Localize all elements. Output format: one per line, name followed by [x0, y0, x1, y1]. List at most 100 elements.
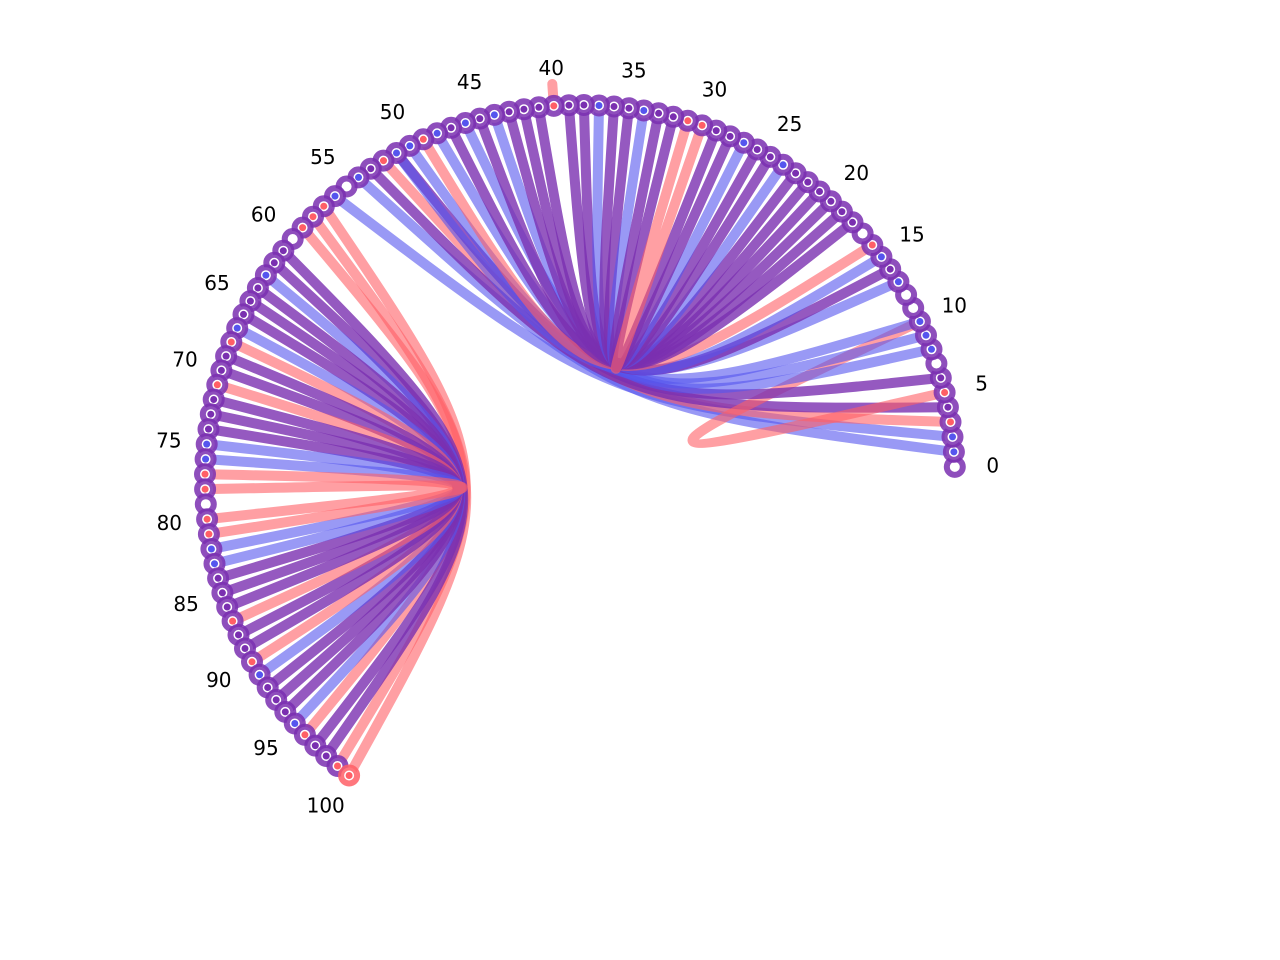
node-dot-67 — [233, 324, 241, 332]
node-dot-47 — [447, 124, 455, 132]
node-dot-70 — [217, 366, 225, 374]
node-dot-14 — [886, 265, 894, 273]
node-dot-4 — [944, 403, 952, 411]
node-dot-86 — [223, 603, 231, 611]
node-dot-66 — [240, 310, 247, 318]
node-dot-13 — [894, 278, 902, 286]
node-dot-10 — [916, 318, 924, 325]
tick-label-85: 85 — [173, 592, 198, 616]
node-dot-50 — [406, 142, 414, 150]
node-dot-40 — [550, 102, 558, 110]
node-dot-35 — [625, 104, 633, 112]
node-dot-8 — [928, 345, 935, 353]
node-dot-92 — [264, 684, 272, 691]
node-dot-33 — [655, 109, 663, 117]
node-dot-94 — [281, 708, 289, 716]
tick-label-55: 55 — [310, 145, 335, 169]
node-dot-42 — [520, 105, 528, 113]
tick-label-95: 95 — [253, 736, 278, 760]
node-dot-2 — [949, 433, 956, 441]
tick-label-20: 20 — [844, 161, 869, 185]
node-dot-74 — [205, 425, 212, 433]
node-dot-15 — [877, 253, 885, 261]
node-dot-78 — [201, 485, 209, 493]
node-dot-77 — [201, 470, 209, 478]
links-layer — [200, 78, 959, 781]
node-dot-3 — [947, 418, 954, 426]
node-dot-9 — [922, 331, 930, 339]
node-dot-51 — [393, 149, 400, 157]
tick-label-70: 70 — [172, 347, 197, 371]
node-dot-28 — [726, 132, 734, 140]
node-dot-27 — [740, 139, 748, 147]
nodes-layer — [194, 94, 966, 787]
node-dot-65 — [246, 297, 254, 305]
node-dot-96 — [301, 731, 309, 739]
tick-labels: 0 5 10 15 20 25 30 35 40 45 50 55 60 65 70 75 80 85 90 95 10… — [156, 56, 999, 817]
node-dot-38 — [580, 101, 588, 109]
node-dot-32 — [669, 113, 677, 121]
node-dot-56 — [331, 192, 339, 200]
node-dot-84 — [214, 574, 222, 582]
node-dot-59 — [299, 224, 307, 232]
node-dot-93 — [272, 696, 280, 704]
node-dot-24 — [779, 161, 787, 169]
node-dot-62 — [270, 259, 278, 267]
node-dot-91 — [256, 671, 264, 679]
node-dot-44 — [490, 111, 498, 119]
tick-label-0: 0 — [986, 454, 999, 478]
node-dot-71 — [213, 381, 221, 389]
node-dot-75 — [203, 440, 211, 448]
link-78-80 — [200, 480, 468, 525]
tick-label-40: 40 — [538, 56, 563, 80]
node-dot-95 — [291, 720, 299, 727]
node-dot-22 — [804, 178, 812, 186]
node-dot-80 — [203, 515, 211, 523]
node-dot-23 — [792, 169, 800, 177]
node-dot-49 — [419, 135, 427, 143]
node-dot-39 — [565, 101, 573, 109]
link-30-31 — [610, 115, 708, 374]
tick-label-45: 45 — [457, 70, 482, 94]
node-dot-97 — [311, 742, 319, 750]
node-dot-98 — [322, 752, 330, 760]
tick-label-25: 25 — [777, 112, 802, 136]
node-dot-64 — [254, 284, 262, 292]
tick-label-15: 15 — [899, 222, 924, 246]
node-dot-90 — [248, 658, 256, 666]
node-dot-58 — [309, 213, 317, 221]
node-dot-45 — [476, 115, 484, 123]
node-dot-83 — [211, 560, 218, 568]
node-dot-25 — [766, 153, 774, 161]
node-dot-69 — [222, 352, 230, 360]
node-dot-16 — [868, 241, 876, 249]
node-dot-57 — [320, 202, 328, 210]
node-dot-73 — [207, 410, 215, 418]
node-dot-82 — [207, 545, 215, 553]
node-dot-52 — [380, 157, 387, 165]
node-dot-29 — [712, 127, 720, 135]
tick-label-75: 75 — [156, 428, 181, 452]
node-dot-63 — [262, 271, 270, 279]
node-dot-30 — [698, 121, 706, 129]
tick-label-60: 60 — [251, 203, 276, 227]
node-dot-85 — [218, 589, 226, 597]
node-dot-31 — [684, 117, 692, 125]
node-dot-99 — [334, 762, 341, 770]
tick-label-10: 10 — [942, 294, 967, 318]
node-dot-37 — [595, 102, 603, 109]
node-dot-6 — [937, 374, 945, 382]
node-dot-1 — [950, 448, 958, 456]
node-dot-53 — [367, 165, 375, 173]
tick-label-35: 35 — [621, 59, 646, 83]
tick-label-80: 80 — [157, 511, 182, 535]
tick-label-90: 90 — [206, 668, 231, 692]
node-dot-100 — [345, 772, 353, 779]
node-dot-48 — [433, 129, 441, 137]
node-dot-5 — [941, 389, 949, 396]
node-dot-41 — [535, 103, 543, 111]
node-dot-36 — [610, 103, 618, 110]
node-dot-18 — [849, 218, 856, 226]
node-dot-34 — [640, 107, 648, 114]
